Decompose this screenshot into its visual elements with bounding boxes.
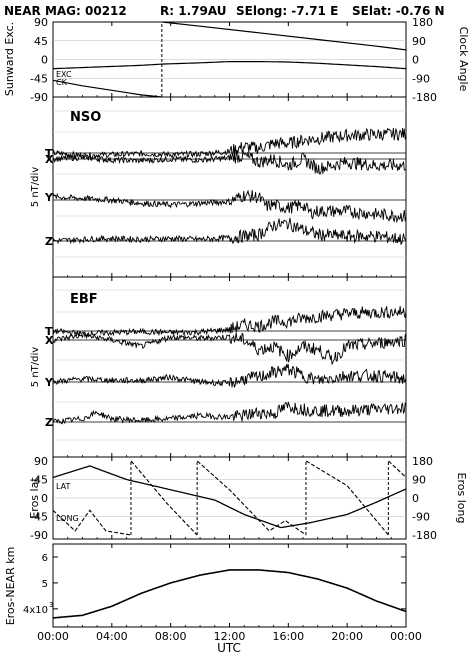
- panel5-ticks: 6 5 4x10 3: [23, 553, 406, 616]
- left-tick-label: 45: [34, 474, 48, 487]
- x-tick-label: 04:00: [96, 630, 128, 643]
- ebf-ylabel: 5 nT/div: [30, 347, 41, 387]
- eros-long-line: [52, 460, 407, 536]
- nso-trace-labels: TX Y Z: [44, 147, 54, 248]
- left-tick-label: 0: [41, 54, 48, 67]
- right-tick-label: -90: [412, 511, 430, 524]
- left-tick-label: 90: [34, 16, 48, 29]
- selong-readout: SElong: -7.71 E: [236, 4, 338, 18]
- clock-angle-line: [52, 21, 407, 98]
- panel5-trace: [52, 569, 407, 619]
- right-tick-label: 0: [412, 54, 419, 67]
- trace-label-t: T: [45, 147, 53, 160]
- eros-near-km-label: Eros-NEAR km: [4, 547, 17, 626]
- long-tag: LONG: [56, 514, 79, 523]
- right-tick-label: -180: [412, 91, 437, 104]
- trace-label-z: Z: [45, 235, 53, 248]
- nso-panel: TX Y Z NSO 5 nT/div: [30, 110, 407, 258]
- x-axis-label: UTC: [217, 641, 241, 655]
- exc-line: [52, 61, 407, 70]
- exc-tag: EXC: [56, 70, 72, 79]
- ebf-title: EBF: [70, 292, 98, 307]
- panel1-traces: [52, 21, 407, 98]
- panel5-frame: [52, 543, 407, 628]
- trace-x: [52, 149, 407, 175]
- eros-lat-label: Eros lat: [28, 477, 41, 519]
- eros-latlong-panel: 90 45 0 -45 -90 180 90 0 -90 -180 LAT LONG Eros …: [28, 455, 468, 542]
- nso-baselines: [53, 110, 406, 258]
- left-tick-label: 0: [41, 492, 48, 505]
- trace-label-y: Y: [44, 191, 54, 204]
- sunward-exc-label: Sunward Exc.: [3, 22, 16, 96]
- ck-tag: CK: [56, 78, 68, 87]
- ebf-panel: TX Y Z EBF 5 nT/div: [30, 289, 407, 441]
- eros-lat-line: [52, 465, 407, 529]
- selat-readout: SElat: -0.76 N: [352, 4, 445, 18]
- ebf-trace-labels: TX Y Z: [44, 325, 54, 429]
- panel3-frame: [52, 276, 407, 458]
- trace-t: [52, 127, 407, 160]
- right-tick-label: 180: [412, 455, 433, 468]
- trace-z: [52, 401, 407, 425]
- right-tick-label: 0: [412, 492, 419, 505]
- x-tick-label: 20:00: [331, 630, 363, 643]
- left-tick-label: 45: [34, 35, 48, 48]
- x-tick-label: 00:00: [37, 630, 69, 643]
- panel4-traces: [52, 460, 407, 536]
- x-tick-label: 00:00: [390, 630, 422, 643]
- panel2-frame: [52, 96, 407, 278]
- trace-t: [52, 305, 407, 337]
- trace-label-y: Y: [44, 376, 54, 389]
- left-tick-label: -90: [30, 529, 48, 542]
- right-tick-label: 90: [412, 35, 426, 48]
- x-axis-ticks: 00:00 04:00 08:00 12:00 16:00 20:00 00:00: [37, 22, 422, 643]
- nso-ylabel: 5 nT/div: [30, 167, 41, 207]
- eros-near-distance-line: [52, 569, 407, 619]
- left-tick-label: 90: [34, 455, 48, 468]
- clock-angle-panel: 90 45 0 -45 -90 180 90 0 -90 -180 EXC CK Sunward…: [3, 16, 470, 104]
- x-tick-label: 08:00: [155, 630, 187, 643]
- ebf-traces: [52, 305, 407, 425]
- right-tick-label: -180: [412, 529, 437, 542]
- panel1-right-ticks: 180 90 0 -90 -180: [412, 16, 437, 104]
- clock-angle-label: Clock Angle: [457, 27, 470, 92]
- left-tick-label: -90: [30, 91, 48, 104]
- nso-title: NSO: [70, 110, 101, 125]
- panel5-tick-label: 5: [42, 579, 48, 590]
- trace-x: [52, 332, 407, 365]
- trace-y: [52, 189, 407, 224]
- left-tick-label: -45: [30, 72, 48, 85]
- x-tick-label: 16:00: [272, 630, 304, 643]
- distance-panel: 6 5 4x10 3 Eros-NEAR km: [4, 547, 407, 626]
- panel4-right-ticks: 180 90 0 -90 -180: [412, 455, 437, 542]
- heliocentric-distance: R: 1.79AU: [160, 4, 227, 18]
- x-tick-label: 12:00: [214, 630, 246, 643]
- right-tick-label: 180: [412, 16, 433, 29]
- panel1-left-ticks: 90 45 0 -45 -90: [30, 16, 48, 104]
- right-tick-label: 90: [412, 474, 426, 487]
- figure-title: NEAR MAG: 00212: [4, 4, 127, 18]
- trace-label-z: Z: [45, 416, 53, 429]
- panel4-gridlines: [53, 479, 406, 517]
- panel5-tick-label: 6: [42, 553, 48, 564]
- panel4-left-ticks: 90 45 0 -45 -90: [30, 455, 48, 542]
- trace-label-t: T: [45, 325, 53, 338]
- nso-traces: [52, 127, 407, 246]
- lat-tag: LAT: [56, 482, 70, 491]
- panel5-tick-exponent: 3: [49, 601, 53, 609]
- left-tick-label: -45: [30, 511, 48, 524]
- trace-label-x: X: [45, 334, 54, 347]
- panel1-gridlines: [53, 40, 406, 79]
- right-tick-label: -90: [412, 72, 430, 85]
- eros-long-label: Eros long: [455, 473, 468, 524]
- trace-z: [52, 217, 407, 246]
- trace-label-x: X: [45, 153, 54, 166]
- trace-y: [52, 363, 407, 388]
- panel5-tick-label: 4x10: [23, 605, 48, 616]
